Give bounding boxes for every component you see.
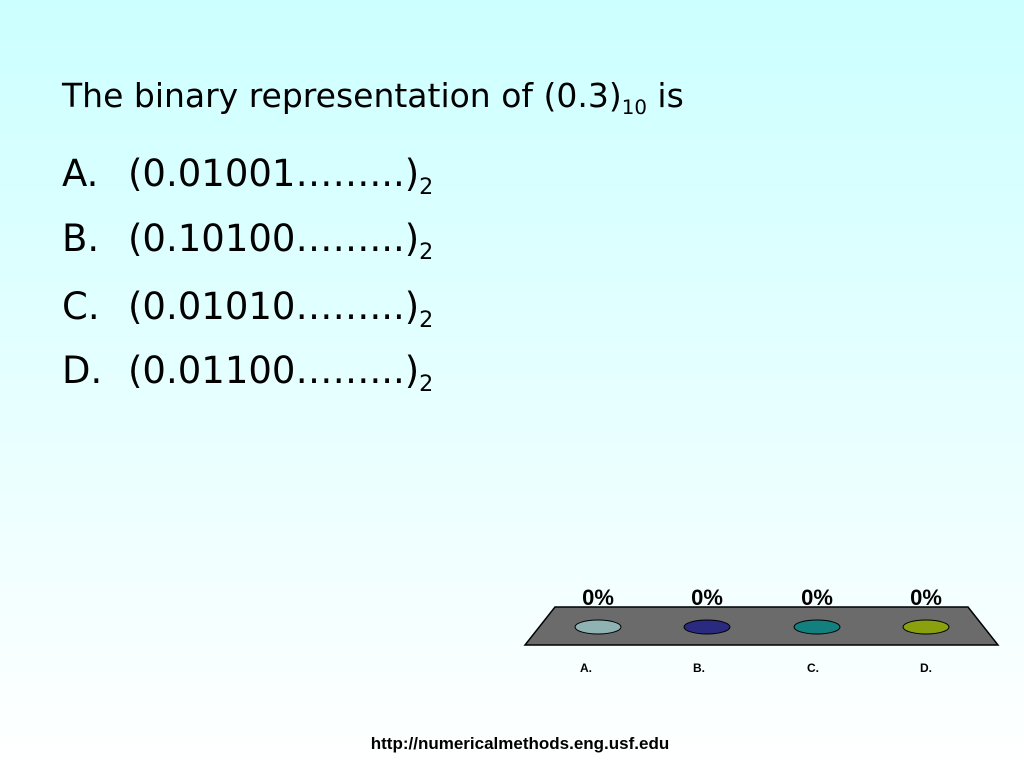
option: D. (0.01100……...)2	[62, 349, 433, 397]
option: C. (0.01010……...)2	[62, 285, 433, 333]
question-tail: is	[646, 76, 684, 115]
option-subscript: 2	[419, 306, 434, 333]
bar-top	[793, 619, 841, 635]
bar-top	[902, 619, 950, 635]
bar-top	[574, 619, 622, 635]
value-label: 0%	[801, 585, 833, 610]
question-text: The binary representation of (0.3)	[62, 76, 622, 115]
option-text: (0.01010……...)	[128, 285, 420, 328]
option-text: (0.01100……...)	[128, 349, 420, 392]
value-label: 0%	[691, 585, 723, 610]
bar-top	[683, 619, 731, 635]
category-label: A.	[580, 661, 592, 675]
value-label: 0%	[910, 585, 942, 610]
question: The binary representation of (0.3)10 is	[62, 76, 684, 119]
option-text: (0.01001……...)	[128, 152, 420, 195]
footer: http://numericalmethods.eng.usf.edu	[370, 734, 670, 753]
option-subscript: 2	[419, 238, 434, 265]
category-label: D.	[920, 661, 932, 675]
option-label: D.	[62, 349, 103, 392]
option-label: B.	[62, 217, 100, 260]
option-label: A.	[62, 152, 99, 195]
option: B. (0.10100……...)2	[62, 217, 433, 265]
value-label: 0%	[582, 585, 614, 610]
category-label: C.	[807, 661, 819, 675]
option-subscript: 2	[419, 370, 434, 397]
option-label: C.	[62, 285, 100, 328]
option-text: (0.10100……...)	[128, 217, 420, 260]
chart-platform	[523, 606, 1000, 646]
category-label: B.	[693, 661, 705, 675]
option-subscript: 2	[419, 173, 434, 200]
question-subscript: 10	[621, 95, 647, 119]
option: A. (0.01001……...)2	[62, 152, 433, 200]
